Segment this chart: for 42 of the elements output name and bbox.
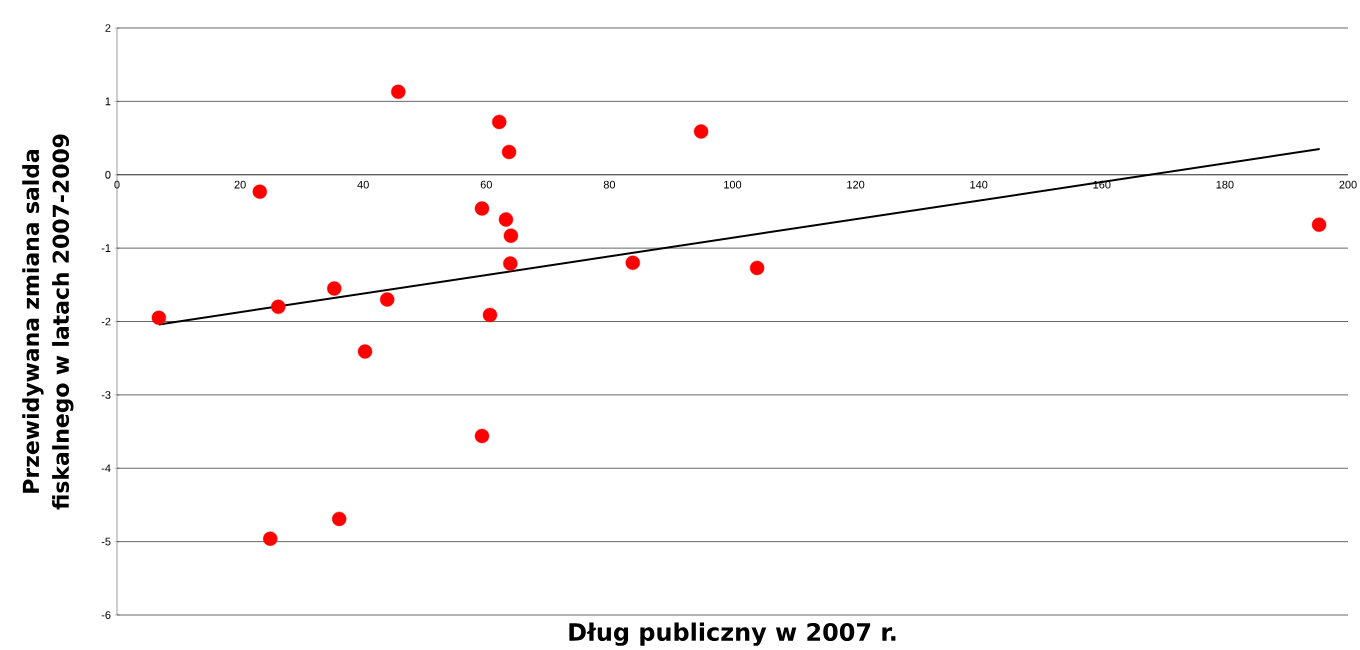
point (271, 299, 286, 315)
y-tick-label: -2 (101, 317, 111, 326)
point (503, 256, 518, 271)
point (474, 201, 490, 216)
point (332, 511, 347, 527)
point (380, 292, 395, 307)
x-tick-label: 120 (847, 180, 865, 189)
x-axis-title: Dług publiczny w 2007 r. (569, 622, 896, 646)
x-tick-label: 40 (357, 180, 369, 189)
y-tick-label: 0 (105, 170, 111, 179)
y-tick-label: -4 (101, 464, 111, 473)
y-tick-label: -6 (101, 611, 111, 619)
point (482, 307, 498, 323)
y-tick-label: -3 (101, 391, 111, 399)
y-axis-title: Przewidywana zmiana salda fiskalnego w latach 2007-2009 (22, 134, 74, 510)
point (474, 428, 490, 444)
point (357, 344, 373, 359)
x-tick-label: 60 (480, 180, 492, 189)
x-tick-label: 100 (724, 180, 742, 189)
point (693, 124, 709, 139)
point (252, 184, 267, 199)
point (327, 281, 342, 296)
y-tick-label: 1 (105, 97, 111, 106)
point (498, 212, 514, 227)
x-tick-label: 180 (1216, 180, 1234, 189)
point (151, 310, 167, 326)
point (501, 144, 517, 160)
point (749, 260, 765, 276)
x-tick-label: 0 (114, 180, 120, 189)
y-tick-label: -1 (101, 244, 111, 252)
x-tick-label: 80 (603, 180, 616, 189)
point (263, 531, 278, 546)
point (492, 114, 507, 130)
y-tick-label: -5 (101, 537, 111, 546)
x-tick-label: 200 (1339, 180, 1357, 189)
x-tick-label: 140 (970, 180, 988, 189)
point (391, 84, 406, 100)
point (503, 228, 519, 243)
y-tick-label: 2 (105, 24, 111, 32)
x-tick-label: 20 (234, 180, 246, 189)
point (1311, 217, 1327, 232)
point (625, 255, 640, 270)
